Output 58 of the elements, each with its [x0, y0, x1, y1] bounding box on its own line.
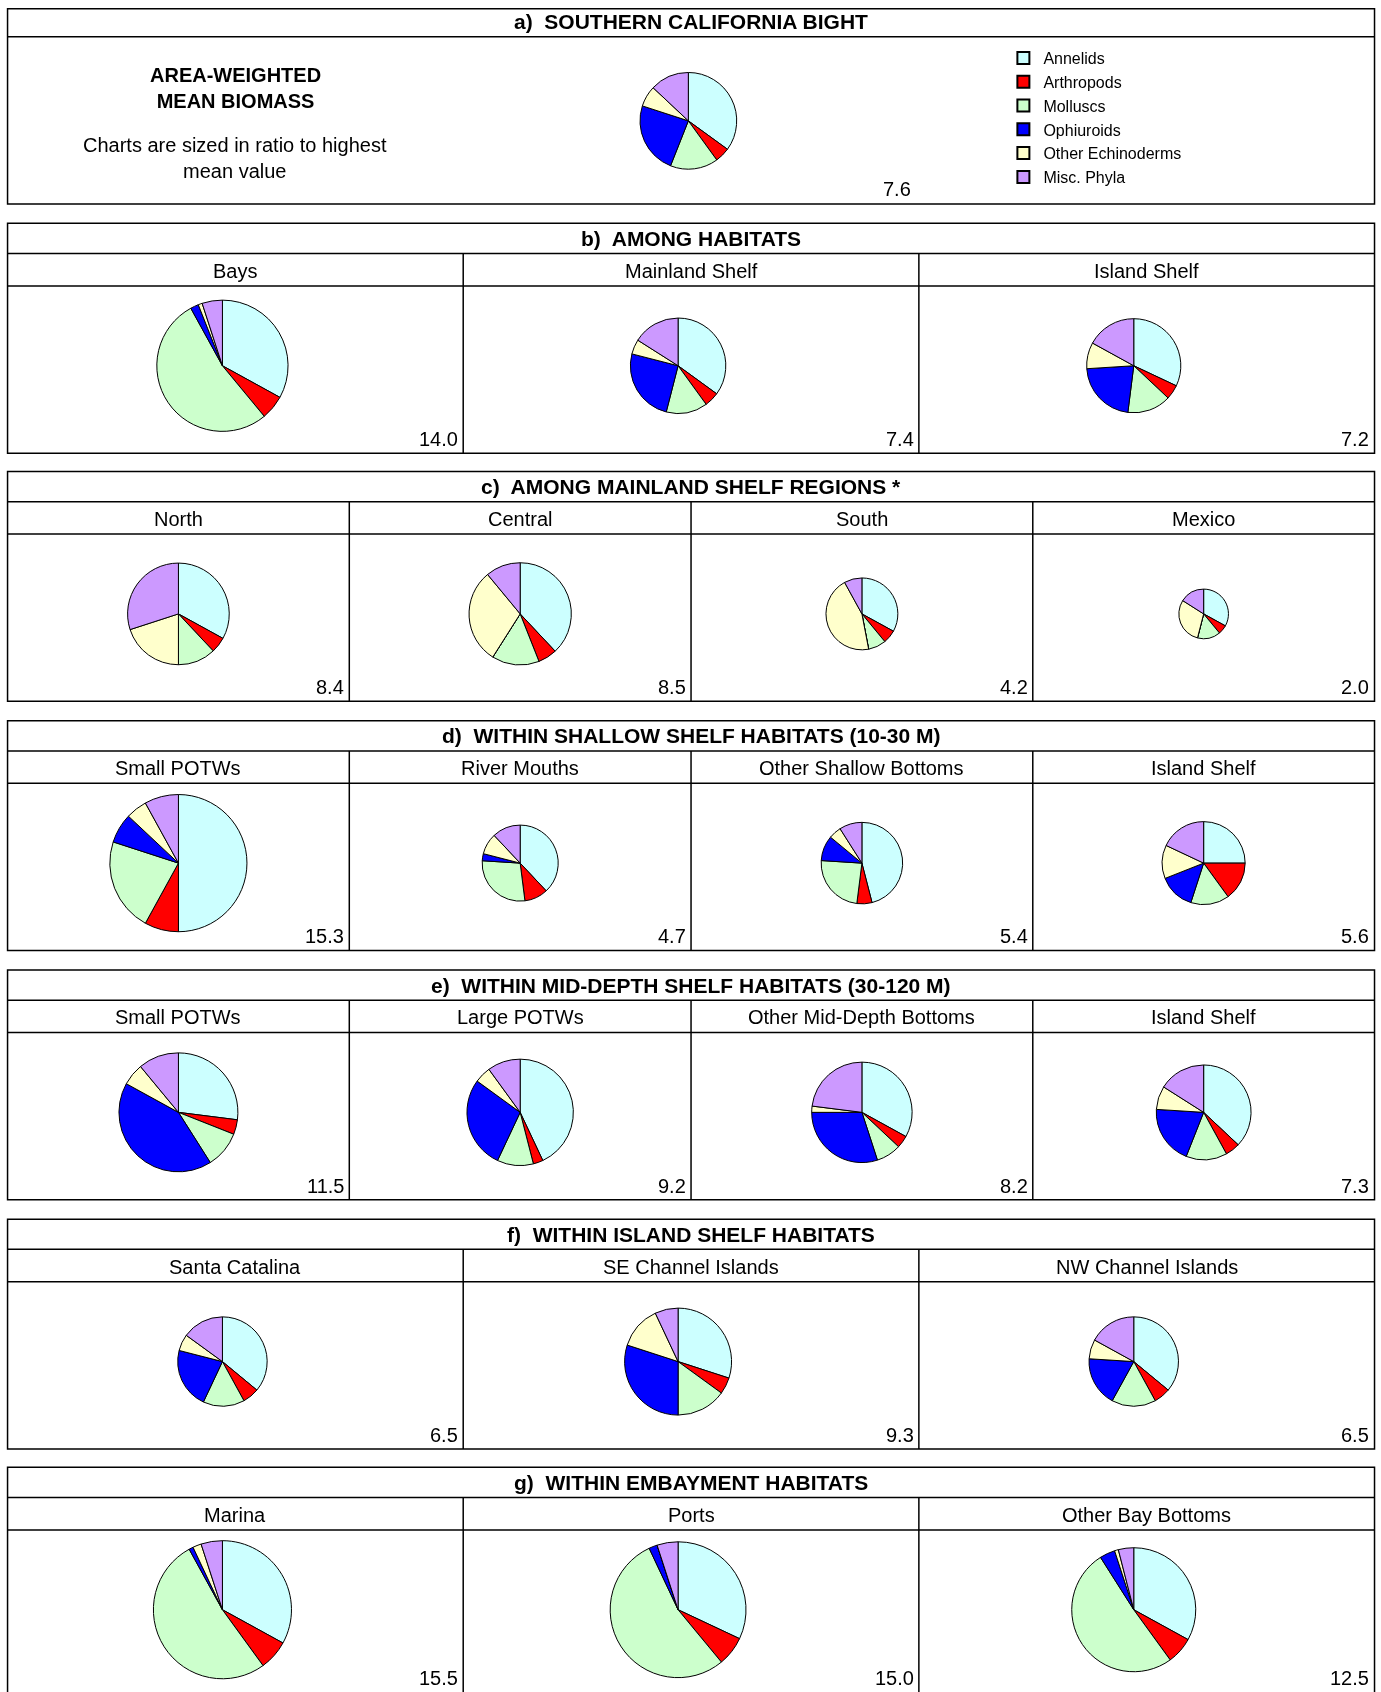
slice-label: Marina: [204, 1504, 267, 1526]
text: 9.2: [658, 1175, 686, 1197]
slice-label: Small POTWs: [115, 1006, 241, 1028]
legend-label: Misc. Phyla: [1043, 169, 1126, 187]
slice-label: Other Bay Bottoms: [1062, 1504, 1231, 1526]
text: 6.5: [1341, 1424, 1369, 1446]
legend-label: Ophiuroids: [1043, 121, 1121, 139]
text: 6.5: [430, 1424, 458, 1446]
slice-label: North: [154, 508, 203, 530]
chart-title: d) WITHIN SHALLOW SHELF HABITATS (10-30 M): [442, 724, 941, 747]
chart-title: g) WITHIN EMBAYMENT HABITATS: [514, 1471, 869, 1494]
text: 9.3: [886, 1424, 914, 1446]
text: 4.7: [658, 925, 686, 947]
slice-label: Island Shelf: [1151, 757, 1256, 779]
text: 12.5: [1330, 1667, 1369, 1689]
slice-label: Other Shallow Bottoms: [759, 757, 964, 779]
text: 8.2: [1000, 1175, 1028, 1197]
text: 14.0: [419, 428, 458, 450]
legend-label: Other Echinoderms: [1043, 145, 1182, 163]
chart-title: a) SOUTHERN CALIFORNIA BIGHT: [514, 10, 869, 33]
slice-label: Ports: [668, 1504, 715, 1526]
slice-label: Santa Catalina: [169, 1256, 302, 1278]
slice-label: NW Channel Islands: [1056, 1256, 1239, 1278]
legend-label: Annelids: [1043, 50, 1105, 68]
slice-label: SE Channel Islands: [603, 1256, 779, 1278]
slice-label: Other Mid-Depth Bottoms: [748, 1006, 975, 1028]
slice-label: South: [836, 508, 889, 530]
chart-title: f) WITHIN ISLAND SHELF HABITATS: [507, 1223, 875, 1246]
text: 4.2: [1000, 676, 1028, 698]
slice-label: Bays: [213, 260, 258, 282]
text: Charts are sized in ratio to highest mean value: [83, 134, 387, 182]
text: 8.4: [316, 676, 344, 698]
slice-label: Island Shelf: [1151, 1006, 1256, 1028]
chart-title: b) AMONG HABITATS: [581, 227, 802, 250]
text: AREA-WEIGHTED MEAN BIOMASS: [150, 64, 322, 112]
text: 11.5: [307, 1175, 345, 1197]
text: 15.3: [305, 925, 344, 947]
text: 7.6: [883, 178, 911, 200]
slice-label: Island Shelf: [1094, 260, 1199, 282]
text: 7.4: [886, 428, 914, 450]
slice-label: River Mouths: [461, 757, 579, 779]
text: 5.6: [1341, 925, 1369, 947]
chart-title: e) WITHIN MID-DEPTH SHELF HABITATS (30-120 M): [431, 974, 951, 997]
text: 7.3: [1341, 1175, 1369, 1197]
text: 8.5: [658, 676, 686, 698]
text: 15.5: [419, 1667, 458, 1689]
slice-label: Central: [488, 508, 553, 530]
slice-label: Mexico: [1172, 508, 1236, 530]
text: 7.2: [1341, 428, 1369, 450]
legend-label: Molluscs: [1043, 97, 1106, 115]
text: 15.0: [875, 1667, 914, 1689]
slice-label: Small POTWs: [115, 757, 241, 779]
slice-label: Mainland Shelf: [625, 260, 758, 282]
text: 5.4: [1000, 925, 1028, 947]
chart-title: c) AMONG MAINLAND SHELF REGIONS *: [481, 475, 902, 498]
legend-label: Arthropods: [1043, 73, 1122, 91]
slice-label: Large POTWs: [457, 1006, 584, 1028]
text: 2.0: [1341, 676, 1369, 698]
